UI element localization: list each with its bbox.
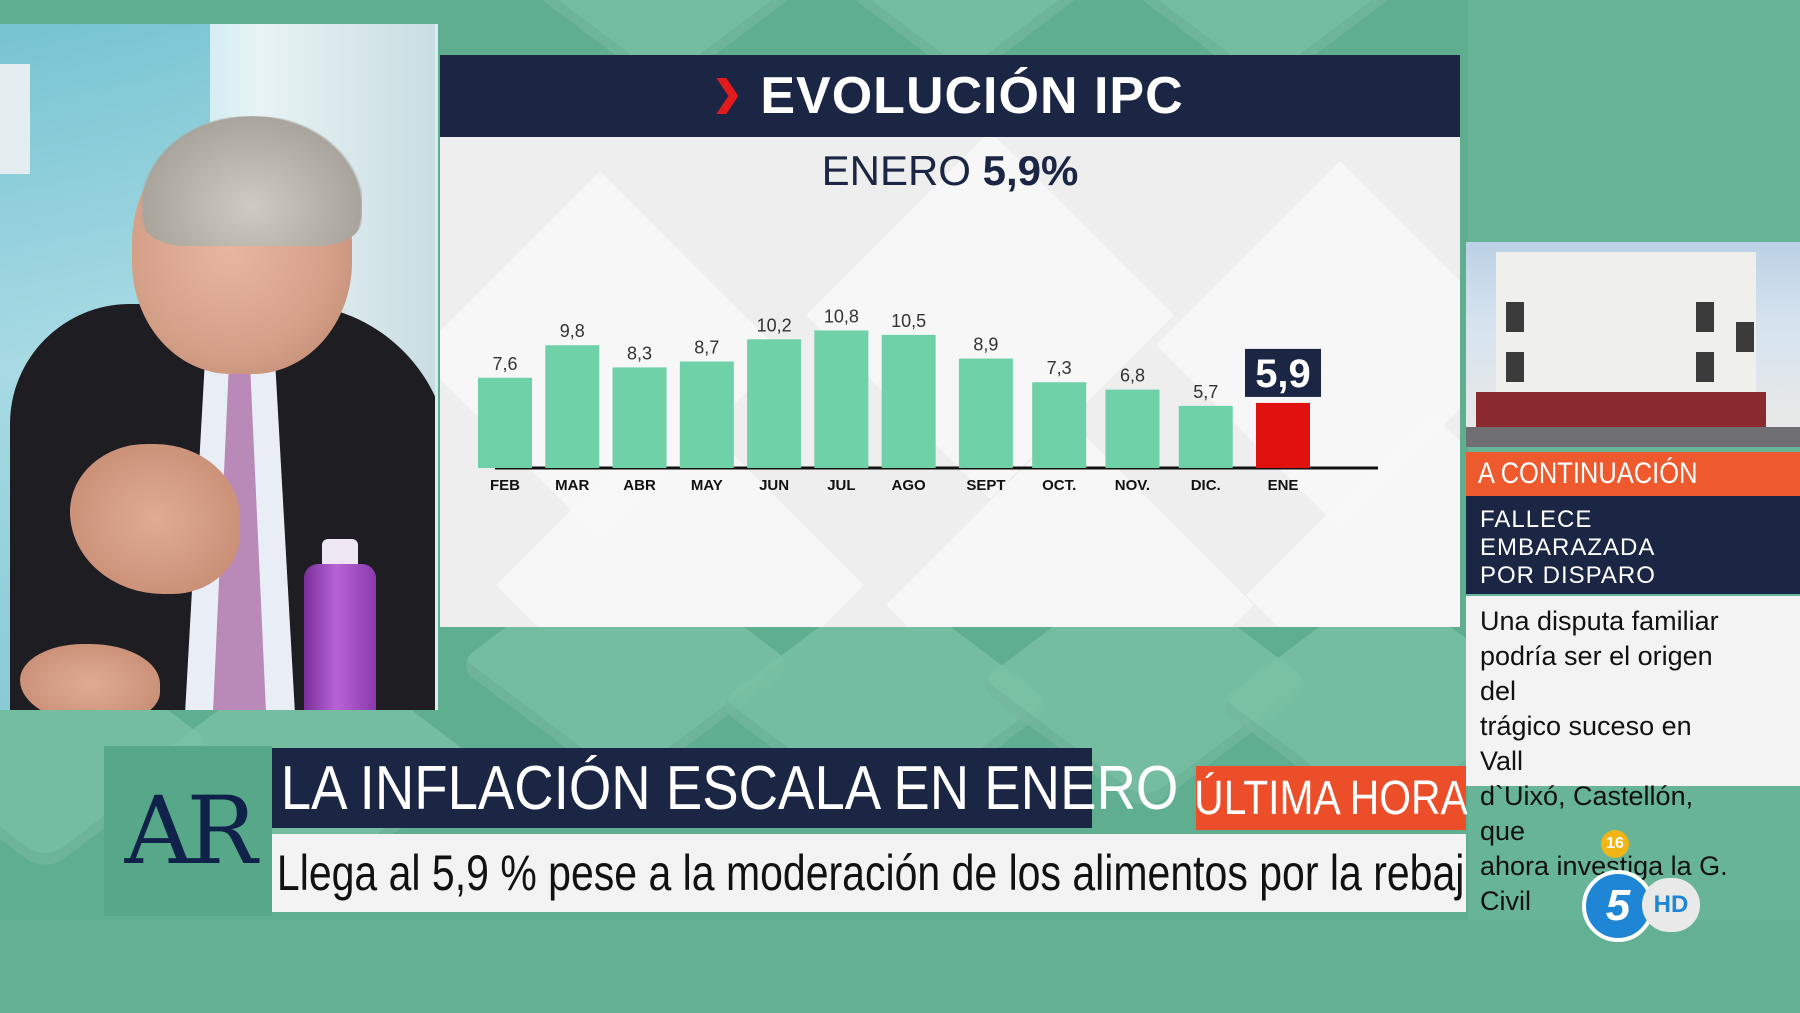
age-rating-badge: 16 (1601, 830, 1629, 858)
up-next-headline-line: FALLECE (1480, 506, 1593, 533)
headline-text: LA INFLACIÓN ESCALA EN ENERO (280, 753, 1179, 823)
x-tick-label: ABR (623, 477, 656, 494)
data-label: 9,8 (560, 321, 585, 341)
data-label: 8,7 (694, 337, 719, 357)
x-tick-label: NOV. (1115, 477, 1150, 494)
data-label: 10,5 (891, 311, 926, 331)
ipc-graphic-panel: EVOLUCIÓN IPC ENERO 5,9% FEB 7,6 MAR 9,8 ABR… (440, 55, 1460, 627)
data-label: 10,8 (824, 306, 859, 326)
bar-highlight (1256, 402, 1310, 468)
bar (747, 339, 802, 468)
graphic-header: EVOLUCIÓN IPC (440, 55, 1460, 137)
up-next-headline-line: EMBARAZADA (1480, 534, 1656, 561)
data-label: 8,9 (973, 335, 998, 355)
bar (1178, 405, 1233, 468)
x-tick-label: AGO (892, 477, 927, 494)
highlight-value-box (1245, 348, 1321, 397)
data-label: 7,3 (1047, 358, 1072, 378)
x-tick-label: FEB (490, 477, 520, 494)
bar (478, 377, 532, 468)
data-label: 5,7 (1193, 382, 1218, 402)
x-tick-label: MAY (691, 477, 723, 494)
bar (612, 367, 667, 468)
x-tick-label: SEPT (966, 477, 1005, 494)
x-tick-label: OCT. (1042, 477, 1076, 494)
bar (958, 358, 1013, 468)
x-tick-label: DIC. (1191, 477, 1221, 494)
up-next-body-line: trágico suceso en Vall (1480, 711, 1692, 776)
breaking-news-tag: ÚLTIMA HORA (1194, 766, 1468, 830)
bar (1032, 382, 1087, 468)
channel-logo-icon: 5 (1582, 870, 1654, 942)
subtitle-label: ENERO (821, 147, 971, 194)
subheadline-bar: Llega al 5,9 % pese a la moderación de l… (272, 834, 1466, 912)
x-tick-label: JUL (827, 477, 855, 494)
subheadline-text: Llega al 5,9 % pese a la moderación de l… (276, 845, 1466, 901)
x-tick-label: ENE (1268, 477, 1299, 494)
x-tick-label: JUN (759, 477, 789, 494)
data-label: 7,6 (492, 354, 517, 374)
up-next-thumbnail (1466, 242, 1800, 447)
bottom-background (0, 920, 1800, 1013)
ipc-bar-chart: FEB 7,6 MAR 9,8 ABR 8,3 MAY 8,7 JUN 10,2 JUL 10,8 AG… (478, 306, 1378, 494)
x-tick-label: MAR (555, 477, 589, 494)
bar (881, 334, 936, 468)
graphic-title: EVOLUCIÓN IPC (760, 67, 1184, 125)
headline-bar: LA INFLACIÓN ESCALA EN ENERO (272, 748, 1178, 828)
breaking-news-text: ÚLTIMA HORA (1194, 771, 1468, 825)
data-label-highlight: 5,9 (1255, 352, 1311, 396)
bar (679, 361, 734, 468)
up-next-label-text: A CONTINUACIÓN (1477, 457, 1698, 490)
data-label: 6,8 (1120, 366, 1145, 386)
up-next-headline: FALLECE EMBARAZADA POR DISPARO (1466, 496, 1800, 594)
bar (1105, 389, 1160, 468)
hd-badge: HD (1642, 878, 1700, 932)
logo-text: AR (124, 776, 258, 886)
up-next-body: Una disputa familiar podría ser el orige… (1466, 596, 1800, 916)
graphic-subtitle: ENERO 5,9% (440, 147, 1460, 195)
presenter-video-feed (0, 24, 438, 710)
bar (814, 330, 869, 468)
subtitle-value: 5,9% (982, 147, 1079, 194)
bar (545, 345, 600, 468)
up-next-body-line: d`Uixó, Castellón, que (1480, 781, 1694, 846)
up-next-headline-line: POR DISPARO (1480, 562, 1656, 589)
data-label: 8,3 (627, 343, 652, 363)
show-logo: AR (104, 746, 272, 916)
data-label: 10,2 (757, 315, 792, 335)
up-next-body-line: Una disputa familiar (1480, 606, 1719, 636)
up-next-label: A CONTINUACIÓN (1466, 452, 1800, 496)
up-next-body-line: podría ser el origen del (1480, 641, 1713, 706)
